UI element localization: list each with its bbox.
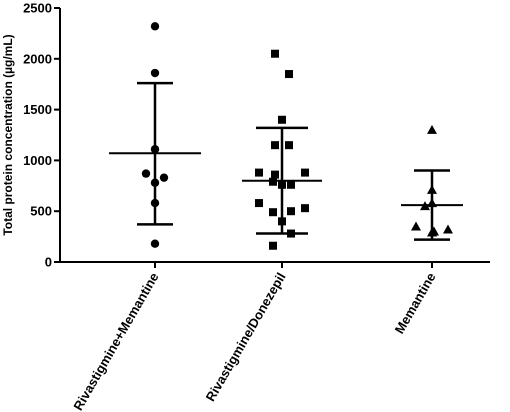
data-point xyxy=(150,68,160,78)
data-point xyxy=(271,49,279,58)
y-tick-label: 500 xyxy=(30,204,52,219)
data-point xyxy=(427,124,437,134)
data-point xyxy=(301,204,309,213)
data-point xyxy=(271,170,279,179)
y-axis-title: Total protein concentration (µg/mL) xyxy=(1,34,15,235)
data-marks xyxy=(141,22,453,250)
x-category-label: Rivastigmine/Donezepil xyxy=(203,270,289,404)
y-tick-label: 1000 xyxy=(23,153,52,168)
data-point xyxy=(269,241,277,250)
data-point xyxy=(285,70,293,79)
category-labels: Rivastigmine+Memantine Rivastigmine/Donez… xyxy=(70,270,438,412)
data-point xyxy=(255,199,263,208)
data-point xyxy=(159,173,169,182)
data-point xyxy=(411,221,421,231)
data-point xyxy=(255,168,263,177)
x-category-label: Rivastigmine+Memantine xyxy=(70,270,161,412)
data-point xyxy=(141,169,151,178)
y-tick-label: 1500 xyxy=(23,102,52,117)
data-point xyxy=(269,177,277,186)
data-point xyxy=(301,168,309,177)
data-point xyxy=(443,224,453,234)
data-point xyxy=(150,22,160,31)
y-axis: 0 500 1000 1500 2000 2500 xyxy=(23,1,61,270)
y-tick-label: 0 xyxy=(45,255,52,270)
data-point xyxy=(269,208,277,217)
y-tick-label: 2000 xyxy=(23,51,52,66)
x-axis xyxy=(60,261,490,268)
y-tick-label: 2500 xyxy=(23,1,52,16)
data-point xyxy=(150,239,160,248)
x-category-label: Memantine xyxy=(392,270,439,336)
data-point xyxy=(271,141,279,150)
data-point xyxy=(285,141,293,150)
data-point xyxy=(278,115,286,124)
error-bars xyxy=(109,81,463,241)
data-point xyxy=(287,207,295,216)
data-point xyxy=(287,180,295,189)
